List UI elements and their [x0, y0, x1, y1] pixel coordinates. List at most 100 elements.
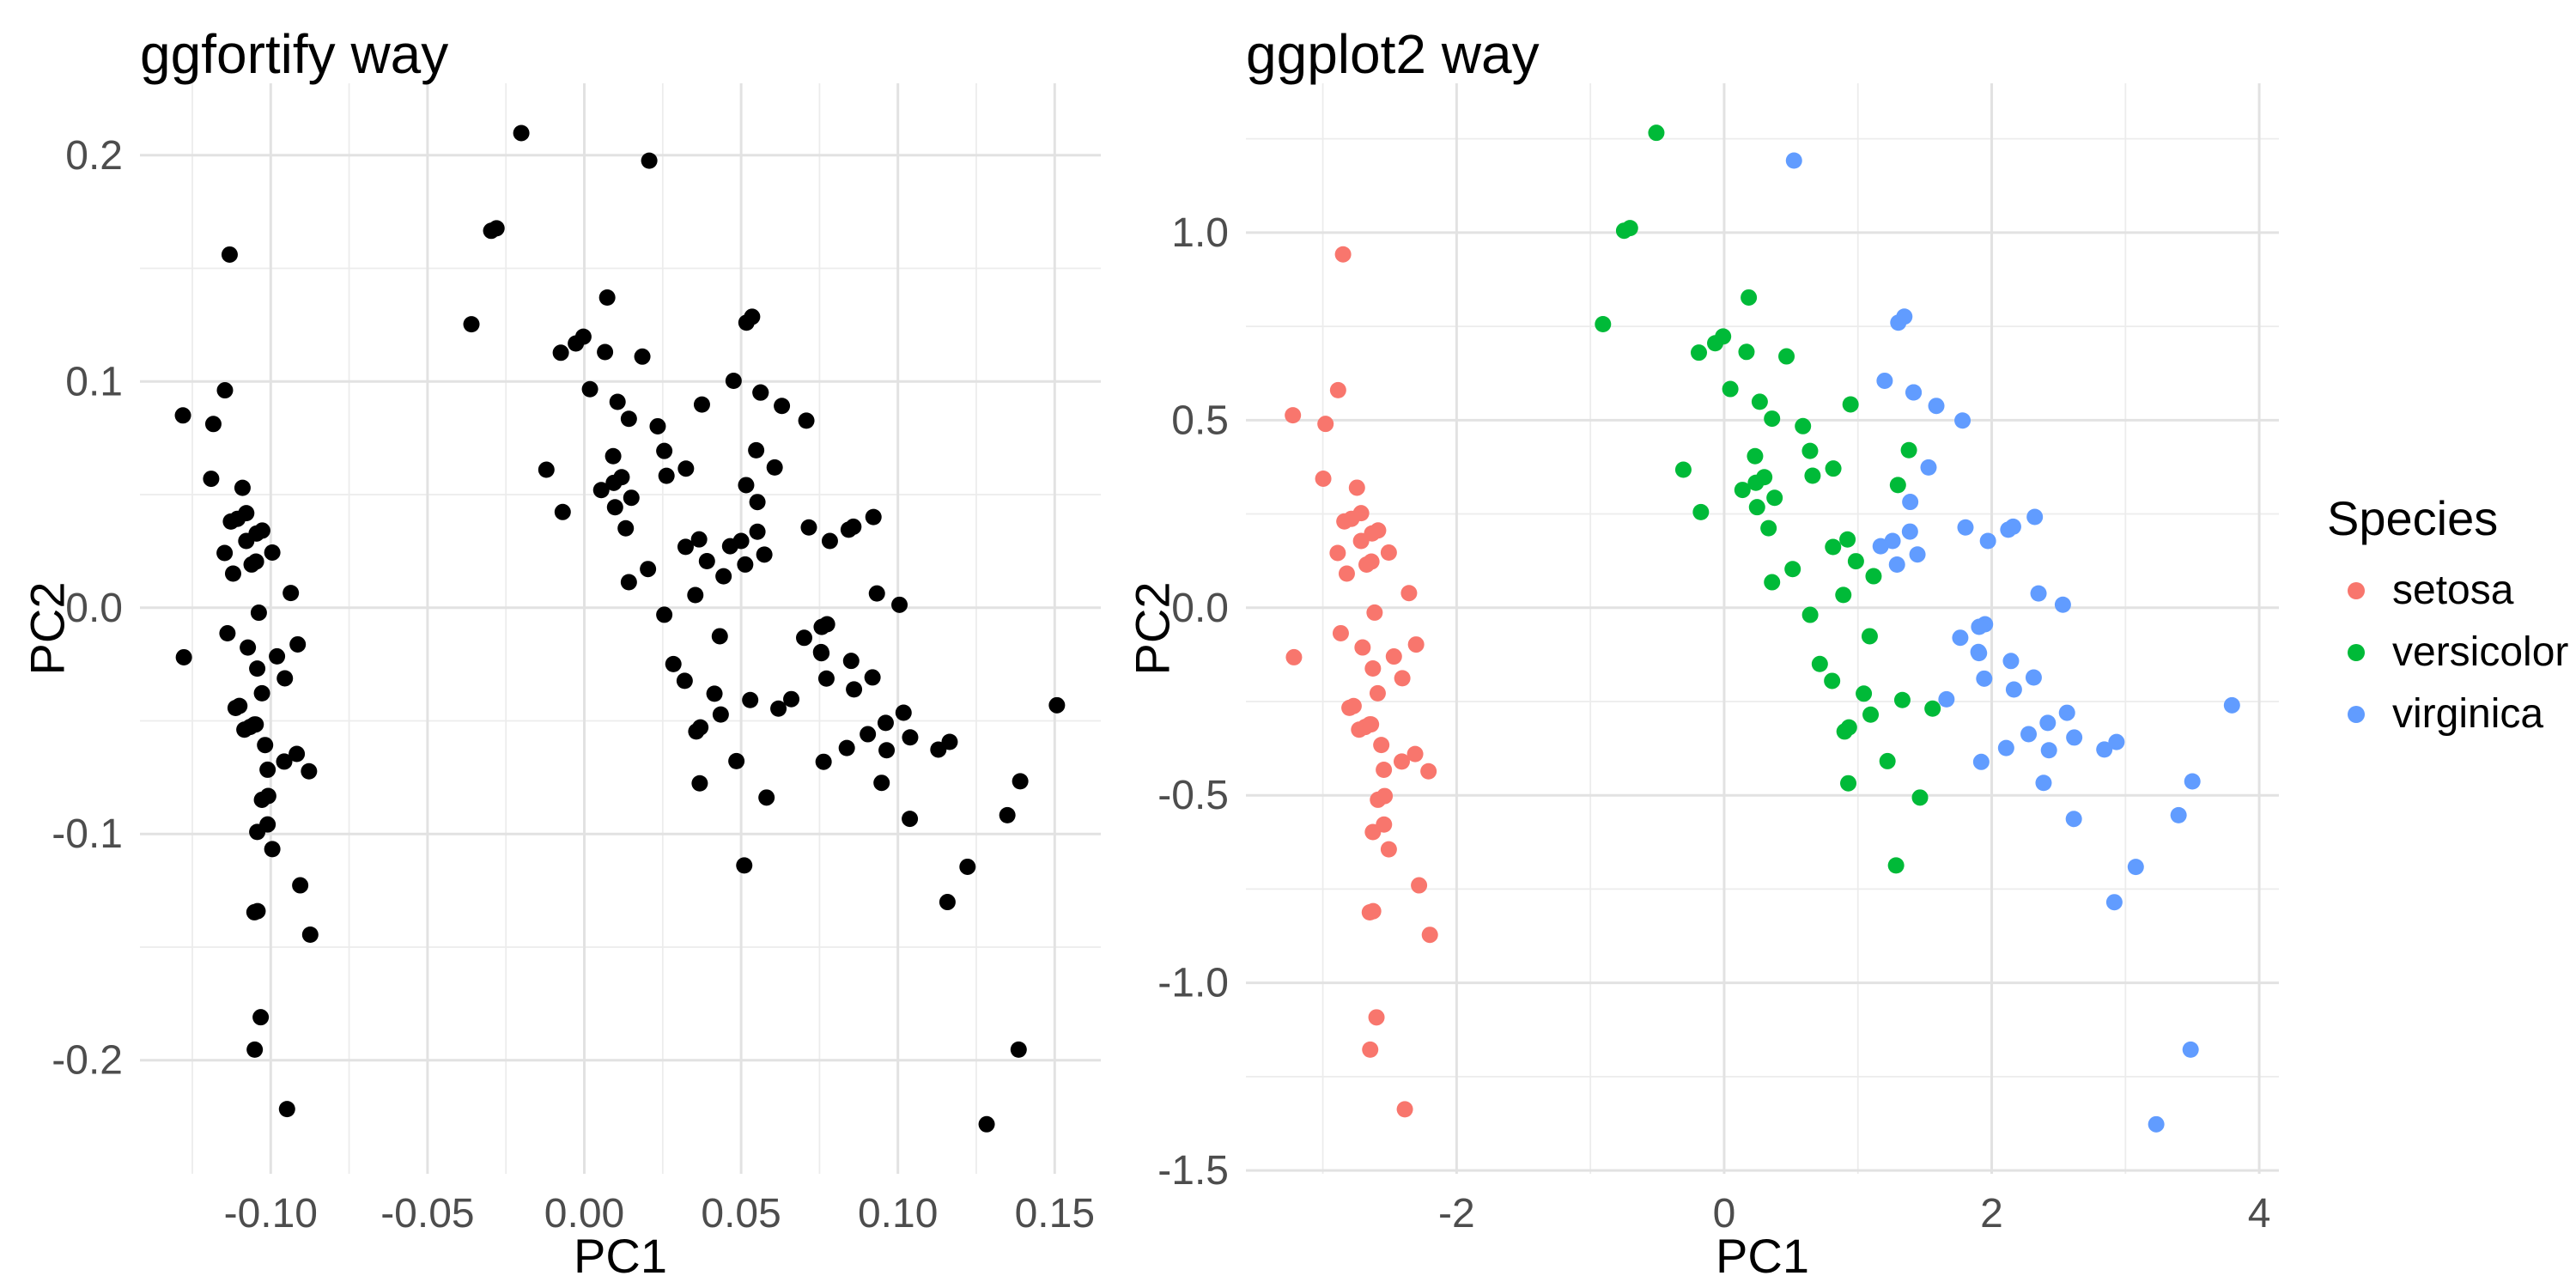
scatter-point: [800, 519, 817, 536]
points-setosa: [1285, 246, 1438, 1118]
scatter-point: [878, 742, 896, 759]
scatter-point: [1368, 1009, 1385, 1026]
scatter-point: [1352, 505, 1370, 522]
scatter-point: [1747, 447, 1764, 465]
scatter-point: [1411, 877, 1428, 894]
legend-label-setosa: setosa: [2392, 568, 2514, 613]
scatter-point: [1380, 544, 1397, 562]
scatter-point: [264, 544, 281, 561]
scatter-point: [1911, 789, 1929, 806]
left-chart-title: ggfortify way: [140, 23, 449, 85]
scatter-point: [1856, 685, 1873, 702]
scatter-point: [838, 739, 855, 756]
y-tick-label: -0.2: [52, 1038, 123, 1084]
scatter-point: [598, 289, 616, 307]
scatter-point: [865, 508, 882, 526]
scatter-point: [203, 471, 220, 488]
scatter-point: [798, 412, 815, 429]
scatter-point: [1420, 762, 1437, 780]
scatter-point: [246, 903, 263, 920]
x-tick-label: 0.00: [544, 1191, 624, 1236]
scatter-point: [1421, 927, 1438, 944]
scatter-point: [1361, 903, 1378, 920]
scatter-point: [1285, 648, 1303, 665]
y-tick-label: -1.0: [1157, 961, 1229, 1006]
scatter-point: [2148, 1115, 2165, 1133]
scatter-point: [1334, 246, 1352, 263]
scatter-point: [1905, 384, 1923, 401]
scatter-point: [1825, 538, 1842, 556]
scatter-point: [634, 348, 651, 365]
scatter-point: [1887, 857, 1905, 874]
grid-major: [1246, 83, 2279, 1174]
legend-item-virginica: virginica: [2327, 683, 2568, 745]
scatter-point: [749, 494, 766, 511]
scatter-point: [2108, 733, 2125, 750]
legend-label-virginica: virginica: [2392, 691, 2544, 737]
scatter-point: [783, 690, 800, 708]
scatter-point: [1363, 553, 1380, 570]
scatter-point: [234, 479, 251, 496]
scatter-point: [1862, 706, 1880, 723]
scatter-point: [513, 125, 530, 142]
scatter-point: [1876, 372, 1893, 389]
scatter-point: [1648, 125, 1665, 142]
scatter-point: [1385, 648, 1402, 665]
scatter-point: [1839, 531, 1856, 548]
y-tick-label: -0.5: [1157, 773, 1229, 818]
scatter-point: [1348, 479, 1365, 496]
scatter-point: [1909, 546, 1926, 563]
virginica-point-swatch-icon: [2348, 706, 2365, 723]
scatter-point: [665, 655, 682, 672]
scatter-point: [742, 691, 759, 708]
scatter-point: [658, 467, 675, 484]
scatter-point: [1872, 538, 1889, 555]
scatter-point: [289, 635, 307, 653]
scatter-point: [1938, 690, 1955, 708]
scatter-point: [1924, 700, 1941, 717]
scatter-point: [1012, 773, 1029, 790]
scatter-point: [1748, 499, 1765, 516]
scatter-point: [269, 647, 286, 665]
scatter-point: [766, 459, 783, 476]
scatter-point: [1364, 660, 1382, 677]
scatter-point: [2020, 726, 2038, 743]
scatter-point: [1336, 513, 1353, 530]
y-tick-labels: -1.5 -1.0 -0.5 0.0 0.5 1.0: [1157, 210, 1229, 1194]
scatter-point: [247, 553, 264, 570]
scatter-point: [257, 737, 274, 754]
scatter-point: [2127, 859, 2144, 876]
scatter-point: [216, 382, 234, 399]
scatter-point: [690, 531, 708, 548]
scatter-point: [240, 639, 257, 656]
scatter-point: [2096, 741, 2113, 758]
scatter-point: [2182, 1041, 2199, 1058]
scatter-point: [1952, 629, 1969, 647]
scatter-point: [238, 505, 255, 522]
scatter-point: [289, 745, 306, 762]
scatter-point: [1329, 381, 1346, 398]
scatter-point: [1900, 441, 1917, 459]
scatter-point: [736, 857, 753, 874]
scatter-point: [1957, 519, 1974, 536]
legend-item-versicolor: versicolor: [2327, 622, 2568, 683]
y-tick-label: 0.0: [65, 586, 123, 631]
scatter-point: [605, 447, 622, 465]
scatter-point: [1362, 1041, 1379, 1058]
points-versicolor: [1595, 125, 1941, 874]
scatter-point: [1778, 348, 1795, 365]
scatter-point: [864, 669, 881, 686]
scatter-point: [204, 416, 222, 433]
points-all: [174, 125, 1066, 1133]
scatter-point: [620, 574, 637, 591]
scatter-point: [1888, 556, 1905, 574]
scatter-point: [222, 513, 240, 530]
scatter-point: [868, 585, 885, 602]
scatter-point: [278, 1101, 295, 1118]
scatter-point: [1315, 470, 1332, 487]
scatter-point: [1766, 489, 1783, 507]
scatter-point: [706, 685, 723, 702]
scatter-point: [656, 606, 673, 623]
scatter-point: [693, 396, 710, 413]
